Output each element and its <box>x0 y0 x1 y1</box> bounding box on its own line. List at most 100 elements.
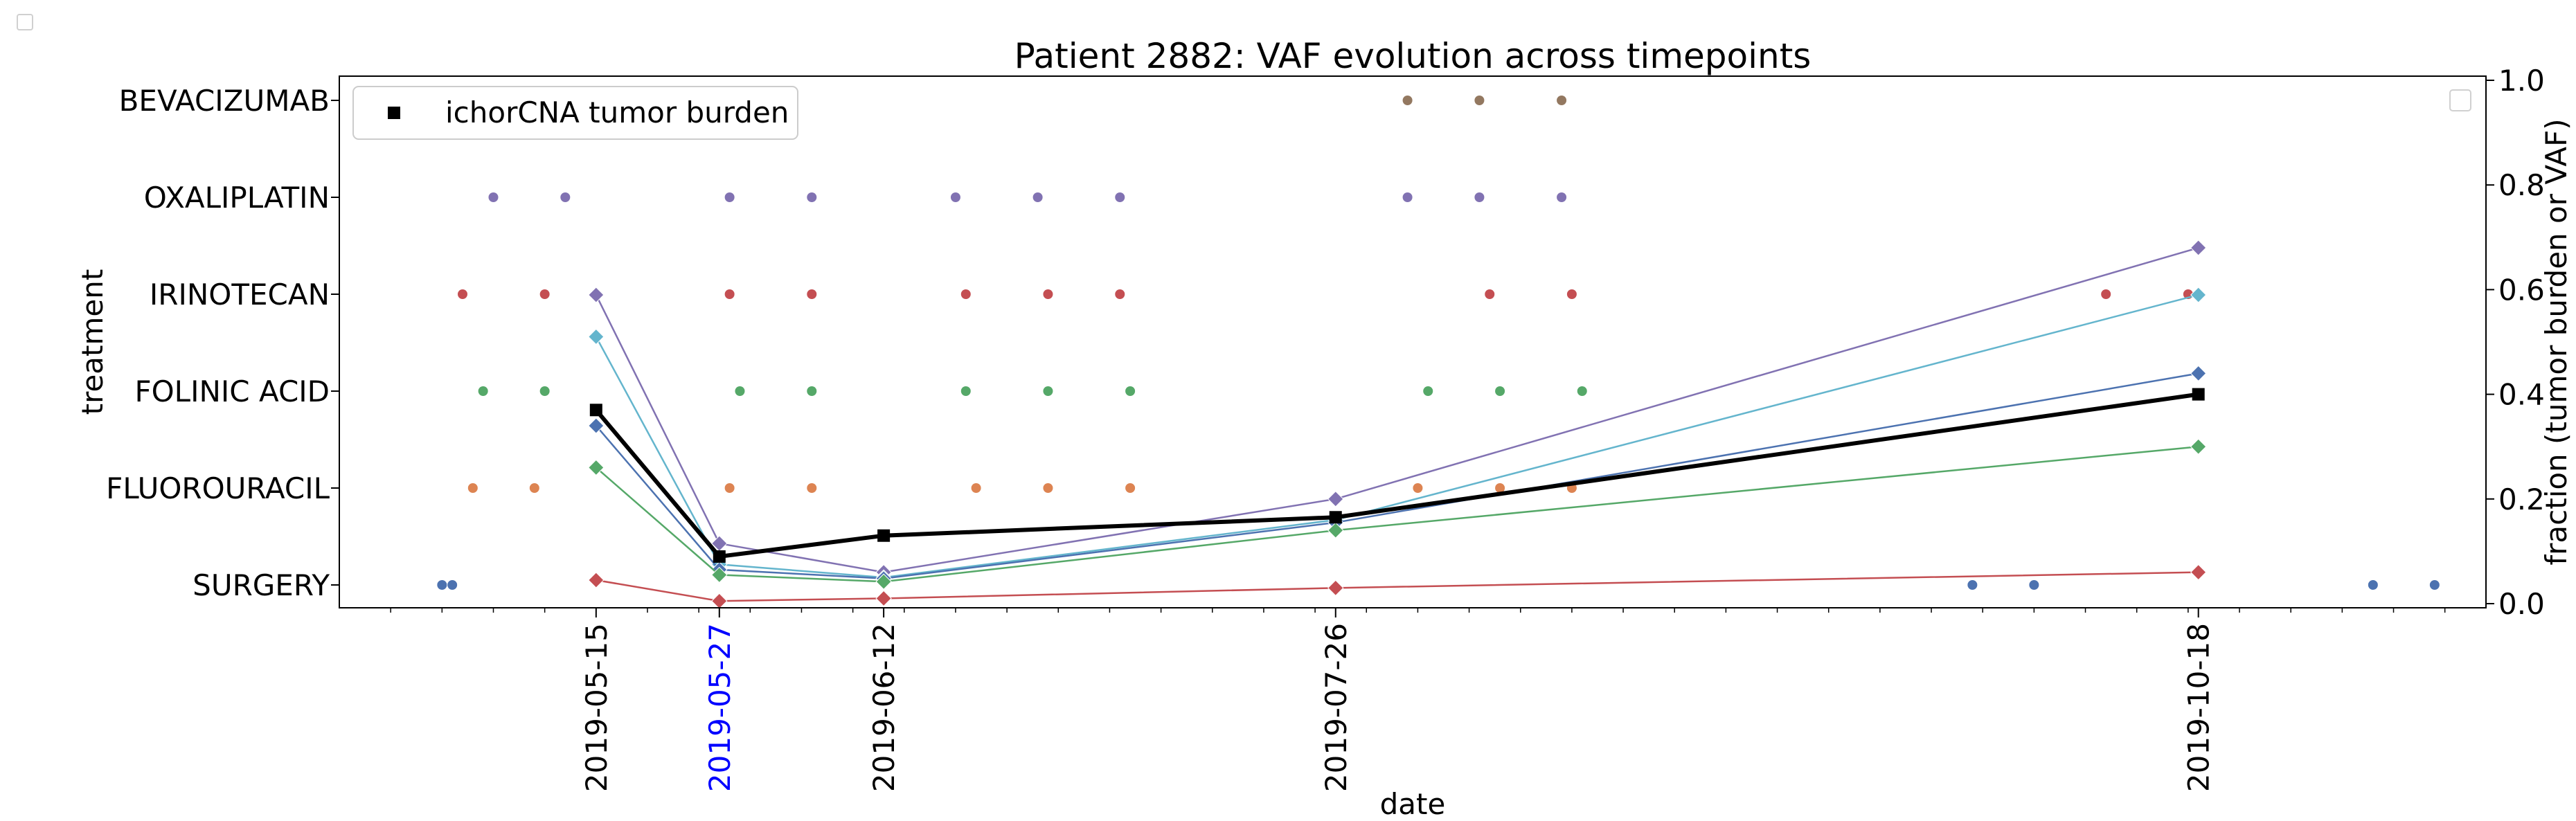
right-tick-label: 1.0 <box>2498 64 2545 98</box>
treatment-dot <box>539 386 550 396</box>
left-y-axis-label: treatment <box>75 269 109 415</box>
right-y-axis: 0.0 0.2 0.4 0.6 0.8 1.0 <box>2486 64 2545 621</box>
treatment-dot <box>1474 96 1485 105</box>
series-line <box>595 294 2199 579</box>
x-tick-label: 2019-07-26 <box>1319 623 1353 792</box>
treatment-dot <box>529 483 539 493</box>
treatment-dot <box>1474 192 1485 202</box>
series-point <box>875 590 892 607</box>
treatment-dot <box>950 192 960 202</box>
right-tick-label: 0.0 <box>2498 587 2545 621</box>
treatment-dot <box>457 289 467 299</box>
legend: ichorCNA tumor burden <box>352 86 798 140</box>
series-point <box>875 573 892 590</box>
treatment-dot <box>1402 96 1413 105</box>
legend-marker <box>388 107 400 119</box>
treatment-dot <box>1032 192 1043 202</box>
treatment-dot <box>971 483 981 493</box>
series-point <box>588 328 605 345</box>
series-point <box>1327 522 1344 539</box>
chart-title: Patient 2882: VAF evolution across timep… <box>1014 36 1812 76</box>
plot-frame <box>339 75 2487 608</box>
treatment-dot <box>960 289 971 299</box>
treatment-dot <box>807 483 817 493</box>
treatment-dot <box>1125 386 1136 396</box>
right-tick-label: 0.8 <box>2498 168 2545 202</box>
series-line <box>594 392 2199 559</box>
series-point <box>1329 511 1342 524</box>
treatment-dot <box>1115 192 1125 202</box>
series-point <box>2190 240 2207 256</box>
series-point <box>2190 287 2207 303</box>
treatment-dot <box>1495 483 1505 493</box>
treatment-dot <box>1043 289 1053 299</box>
right-tick-label: 0.6 <box>2498 273 2545 307</box>
treatment-dot <box>447 580 458 590</box>
treatment-dot <box>807 289 817 299</box>
x-tick-label: 2019-05-27 <box>703 623 737 792</box>
treatment-dot <box>467 483 478 493</box>
treatment-dot <box>1402 192 1413 202</box>
treatment-dot <box>807 192 817 202</box>
series-point <box>711 593 728 609</box>
treatment-dot <box>2429 580 2440 590</box>
treatment-dot <box>1577 386 1587 396</box>
x-axis-label: date <box>1380 787 1446 821</box>
left-y-axis: SURGERY FLUOROURACIL FOLINIC ACID IRINOTECA… <box>106 84 339 602</box>
treatment-dot <box>1557 192 1567 202</box>
treatment-dot <box>960 386 971 396</box>
treatment-dot <box>1495 386 1505 396</box>
legend-box <box>352 86 798 140</box>
corner-checkbox <box>17 14 33 30</box>
treatment-dot <box>1043 386 1053 396</box>
legend-placeholder-box <box>2449 89 2471 111</box>
series-point <box>588 572 605 588</box>
series-line <box>595 445 2199 583</box>
series-point <box>711 566 728 584</box>
treatment-dot <box>724 483 735 493</box>
treatment-dot <box>2368 580 2378 590</box>
treatment-dot <box>478 386 488 396</box>
treatment-tick-label: IRINOTECAN <box>150 278 330 312</box>
treatment-tick-label: OXALIPLATIN <box>144 181 330 215</box>
treatment-dot <box>724 192 735 202</box>
series-point <box>2190 365 2207 382</box>
treatment-dot <box>1557 96 1567 105</box>
treatment-dot <box>2101 289 2111 299</box>
series-point <box>589 404 602 417</box>
treatment-dot <box>1566 289 1577 299</box>
treatment-dot <box>437 580 447 590</box>
series-point <box>2192 388 2205 401</box>
treatment-dot <box>1125 483 1136 493</box>
treatment-tick-label: FOLINIC ACID <box>134 375 330 408</box>
treatment-dot <box>1967 580 1978 590</box>
treatment-dot <box>1413 483 1423 493</box>
treatment-dot <box>1115 289 1125 299</box>
series-point <box>1327 579 1344 597</box>
series-point <box>588 459 605 476</box>
series-point <box>588 417 605 434</box>
treatment-tick-label: SURGERY <box>193 568 330 602</box>
series-line <box>595 372 2199 579</box>
treatment-tick-label: FLUOROURACIL <box>106 471 330 505</box>
treatment-dot <box>2029 580 2039 590</box>
right-y-axis-label: fraction (tumor burden or VAF) <box>2539 118 2573 565</box>
x-tick-label: 2019-05-15 <box>580 623 614 792</box>
treatment-dot <box>735 386 745 396</box>
series-point <box>2190 438 2207 455</box>
treatment-tick-label: BEVACIZUMAB <box>119 84 330 118</box>
treatment-dot <box>1043 483 1053 493</box>
treatment-dot <box>724 289 735 299</box>
right-tick-label: 0.4 <box>2498 378 2545 412</box>
legend-label: ichorCNA tumor burden <box>445 96 789 129</box>
treatment-dot <box>488 192 499 202</box>
x-axis: 2019-05-15 2019-05-27 2019-06-12 2019-07-26… <box>390 608 2446 792</box>
series-point <box>1327 491 1344 507</box>
right-tick-label: 0.2 <box>2498 482 2545 516</box>
x-tick-label: 2019-10-18 <box>2182 623 2216 792</box>
plot-area <box>437 96 2440 609</box>
series-point <box>877 529 891 542</box>
treatment-dot <box>560 192 571 202</box>
treatment-dot <box>1423 386 1433 396</box>
series-point <box>2190 563 2207 581</box>
